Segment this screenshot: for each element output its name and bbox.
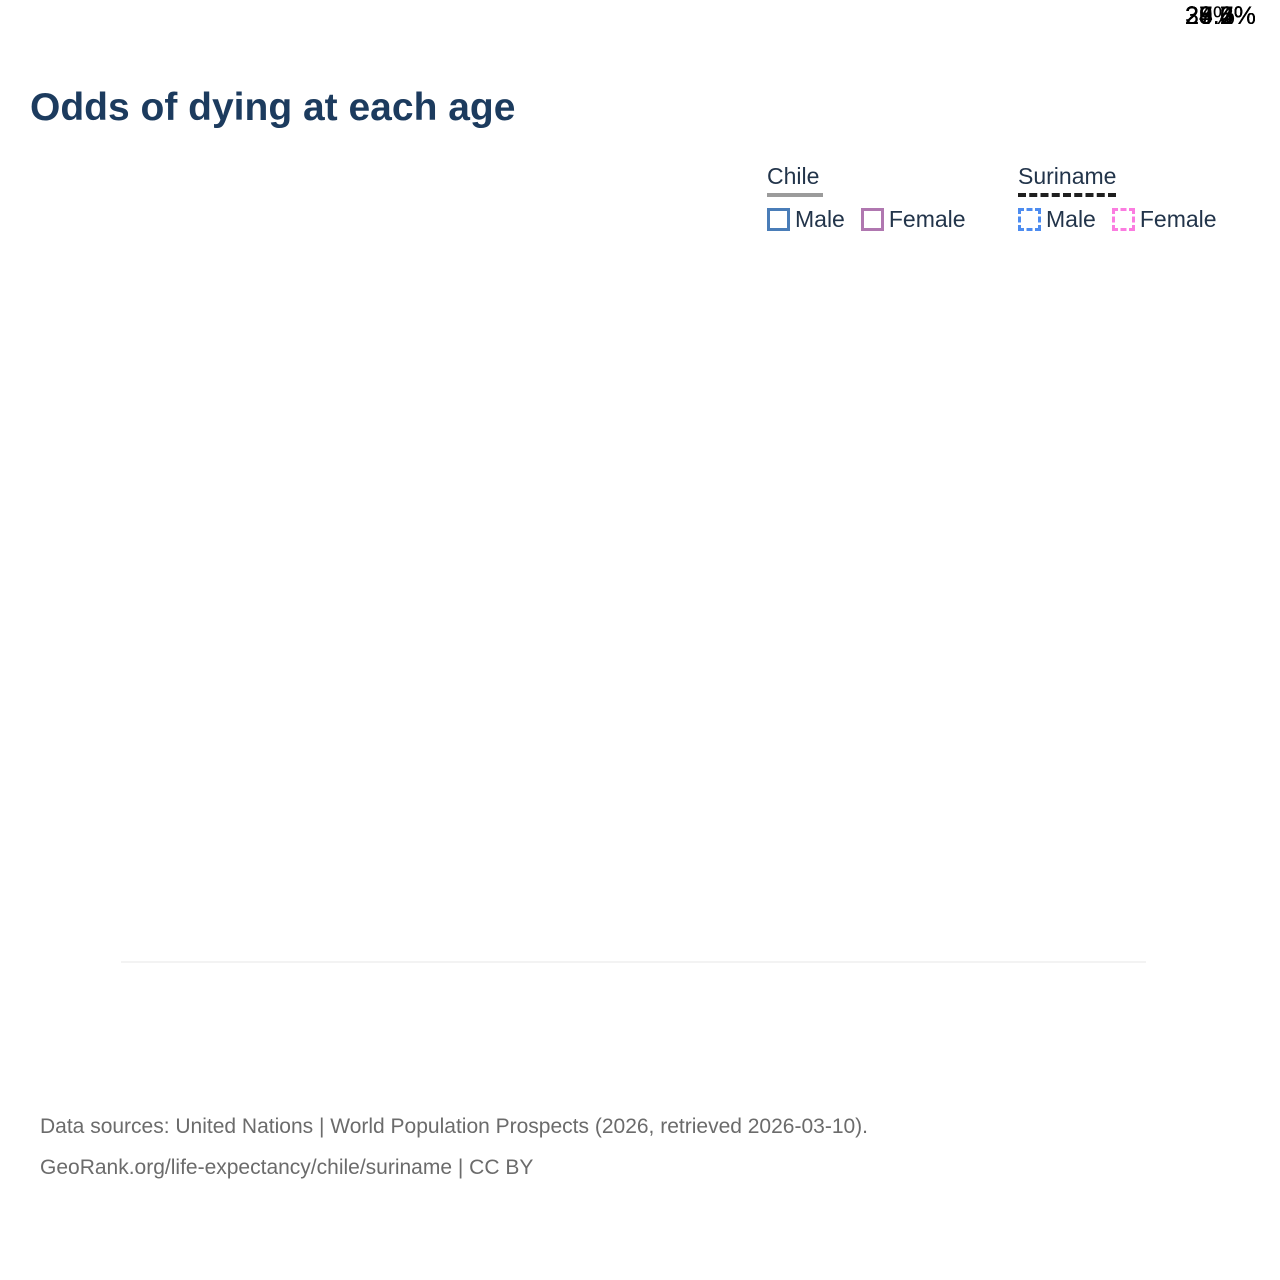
- legend-item-chile-female[interactable]: Female: [860, 206, 966, 233]
- value-label-chile-female: 24.5%: [1147, 0, 1256, 32]
- value-label-suriname-male: 37.7%: [1147, 0, 1256, 32]
- legend-label-suriname-female: Female: [1139, 206, 1217, 232]
- legend-label-chile-female: Female: [888, 206, 966, 232]
- legend-country-suriname[interactable]: Suriname: [1018, 163, 1117, 197]
- value-text: 28.4%: [1185, 1, 1256, 30]
- legend-label-suriname-male: Male: [1046, 206, 1096, 232]
- legend-item-suriname-male[interactable]: Male: [1018, 206, 1096, 233]
- line-chart: [121, 961, 1146, 963]
- chile-female-line-swatch-icon: [860, 208, 884, 231]
- value-label-suriname-both: 29.6%: [1147, 0, 1256, 32]
- value-text: 24.5%: [1185, 1, 1256, 30]
- chile-flag-icon: [1147, 0, 1179, 32]
- suriname-male-line-swatch-icon: [1018, 208, 1041, 231]
- legend-group-chile: Chile Male Female: [767, 163, 966, 233]
- value-label-suriname-female: 28.4%: [1147, 0, 1256, 32]
- legend-item-chile-male[interactable]: Male: [767, 206, 845, 233]
- legend-group-suriname: Suriname Male Female: [1018, 163, 1217, 233]
- attribution-line: GeoRank.org/life-expectancy/chile/surina…: [40, 1156, 534, 1179]
- value-text: 26.2%: [1185, 1, 1256, 30]
- chile-male-line-swatch-icon: [767, 208, 790, 231]
- value-text: 25%: [1185, 1, 1236, 30]
- suriname-female-line-swatch-icon: [1111, 208, 1135, 231]
- legend-row-chile: Male Female: [767, 206, 966, 233]
- value-text: 29.6%: [1185, 1, 1256, 30]
- legend-label-chile-male: Male: [795, 206, 845, 232]
- data-sources-line: Data sources: United Nations | World Pop…: [40, 1115, 869, 1138]
- value-text: 37.7%: [1185, 1, 1256, 30]
- value-label-chile-both: 25%: [1147, 0, 1235, 32]
- value-label-chile-male: 26.2%: [1147, 0, 1256, 32]
- page-title: Odds of dying at each age: [30, 86, 516, 129]
- legend-country-chile[interactable]: Chile: [767, 163, 823, 197]
- legend-item-suriname-female[interactable]: Female: [1111, 206, 1217, 233]
- legend-row-suriname: Male Female: [1018, 206, 1217, 233]
- footer: Data sources: United Nations | World Pop…: [40, 1106, 868, 1188]
